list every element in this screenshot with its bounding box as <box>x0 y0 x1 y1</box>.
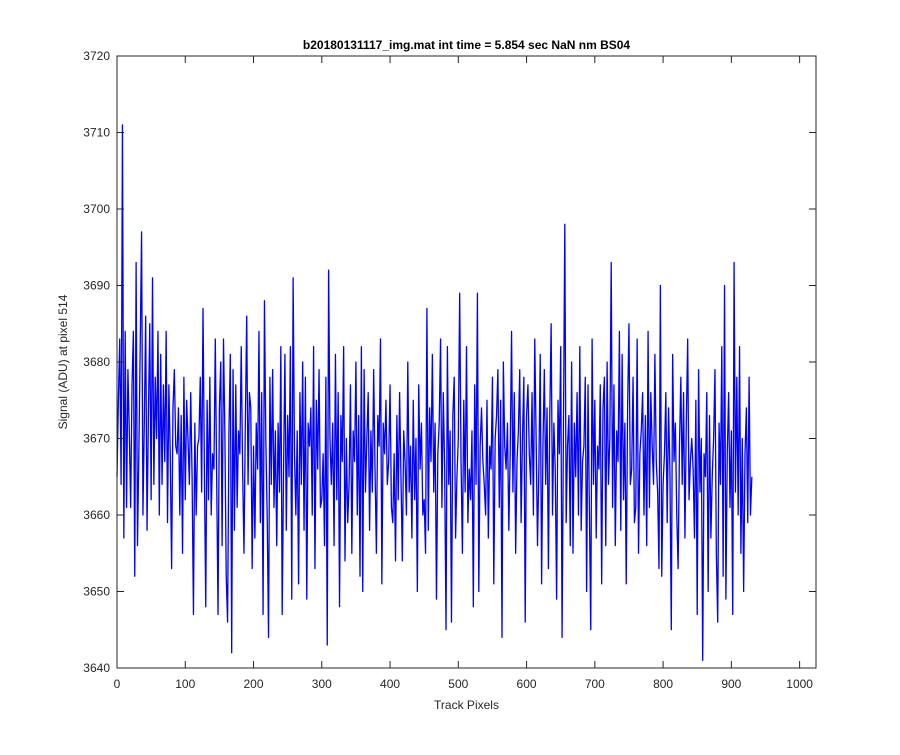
y-axis-ticks: 3640 3650 3660 3670 3680 3690 3700 3710 3720 <box>83 49 816 675</box>
x-tick-label: 800 <box>653 677 673 691</box>
y-tick-label: 3650 <box>83 585 110 599</box>
x-axis-label: Track Pixels <box>434 698 499 712</box>
x-tick-label: 500 <box>448 677 468 691</box>
x-tick-label: 300 <box>312 677 332 691</box>
series-layer <box>116 124 753 661</box>
y-tick-label: 3660 <box>83 508 110 522</box>
x-tick-label: 1000 <box>786 677 813 691</box>
chart-title: b20180131117_img.mat int time = 5.854 se… <box>303 38 631 52</box>
x-tick-label: 700 <box>585 677 605 691</box>
series-line-1 <box>116 124 753 661</box>
y-axis-label: Signal (ADU) at pixel 514 <box>56 294 70 429</box>
x-tick-label: 0 <box>114 677 121 691</box>
y-tick-label: 3680 <box>83 355 110 369</box>
y-tick-label: 3720 <box>83 49 110 63</box>
x-tick-label: 900 <box>721 677 741 691</box>
x-tick-label: 200 <box>244 677 264 691</box>
x-tick-label: 100 <box>175 677 195 691</box>
y-tick-label: 3670 <box>83 432 110 446</box>
y-tick-label: 3640 <box>83 661 110 675</box>
x-tick-label: 600 <box>517 677 537 691</box>
x-axis-ticks: 0 100 200 300 400 500 600 700 800 900 1000 <box>114 56 813 691</box>
x-tick-label: 400 <box>380 677 400 691</box>
y-tick-label: 3710 <box>83 126 110 140</box>
y-tick-label: 3700 <box>83 202 110 216</box>
y-tick-label: 3690 <box>83 279 110 293</box>
